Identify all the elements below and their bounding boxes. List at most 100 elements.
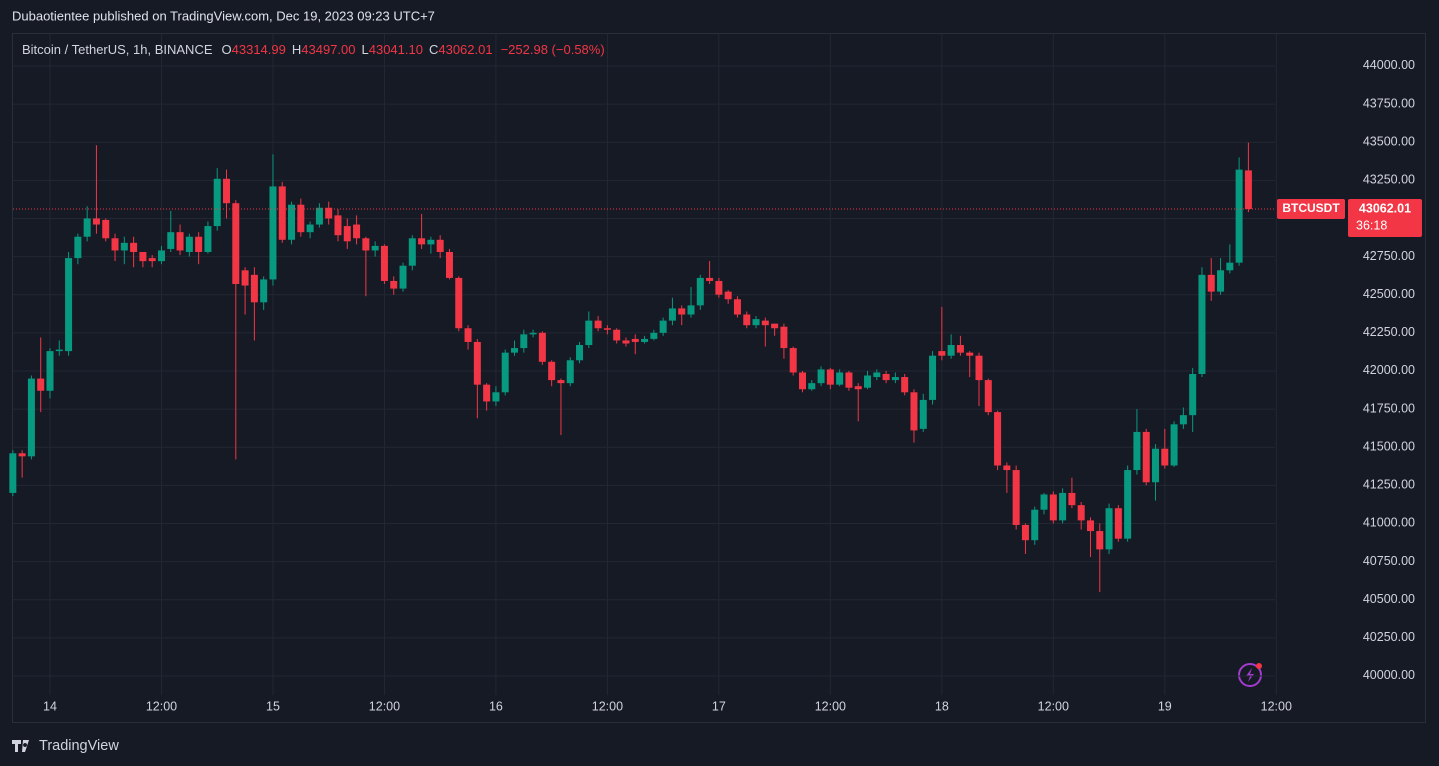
candle-body (195, 236, 203, 252)
candle-body (687, 305, 695, 315)
candle-body (771, 323, 779, 329)
y-tick-label: 41000.00 (1363, 516, 1415, 530)
candle-body (399, 265, 407, 289)
y-tick-label: 40250.00 (1363, 630, 1415, 644)
candle-body (297, 204, 305, 233)
candle-body (148, 258, 156, 262)
candle-body (1170, 424, 1178, 466)
candle-body (464, 328, 472, 342)
lightning-icon[interactable] (1238, 663, 1262, 687)
candle-body (1003, 465, 1011, 471)
icon-ring (1238, 663, 1262, 687)
brand-name: TradingView (39, 738, 119, 754)
legend-title: Bitcoin / TetherUS, 1h, BINANCE (22, 42, 213, 57)
legend-key: H (292, 42, 301, 57)
x-tick-label: 12:00 (1038, 699, 1069, 713)
candle-body (566, 360, 574, 384)
candle-body (269, 186, 277, 280)
candle-body (994, 412, 1002, 466)
candle-body (1161, 448, 1169, 466)
y-tick-label: 43500.00 (1363, 134, 1415, 148)
symbol-label: BTCUSDT (1282, 201, 1340, 215)
candle-body (55, 349, 63, 352)
candle-body (427, 239, 435, 245)
brand-logo: TradingView (12, 738, 119, 754)
candle-body (873, 372, 881, 378)
candle-body (455, 277, 463, 329)
candle-body (1152, 448, 1160, 483)
icon-bolt (1246, 668, 1254, 682)
candle-body (594, 320, 602, 329)
candle-body (891, 377, 899, 381)
candle-body (362, 238, 370, 251)
candle-body (780, 326, 788, 349)
candle-body (1133, 431, 1141, 471)
candle-body (715, 280, 723, 295)
candle-body (826, 369, 834, 385)
y-tick-label: 41250.00 (1363, 478, 1415, 492)
candle-body (111, 238, 119, 251)
candle-body (1179, 415, 1187, 425)
y-tick-label: 41500.00 (1363, 439, 1415, 453)
x-tick-label: 16 (489, 699, 503, 713)
candle-body (436, 239, 444, 252)
candle-body (157, 250, 165, 262)
y-tick-label: 40000.00 (1363, 668, 1415, 682)
candle-body (761, 320, 769, 326)
candle-body (1086, 520, 1094, 532)
candle-body (650, 332, 658, 339)
ohlc-legend: Bitcoin / TetherUS, 1h, BINANCE O43314.99… (22, 42, 605, 57)
candle-body (92, 218, 100, 225)
legend-key: O (222, 42, 232, 57)
candle-body (1021, 524, 1029, 541)
candle-body (984, 380, 992, 413)
candle-body (548, 361, 556, 381)
candle-body (1198, 274, 1206, 374)
candle-body (752, 319, 760, 326)
candle-body (733, 299, 741, 315)
candle-body (1226, 262, 1234, 271)
symbol-label-box (1277, 198, 1345, 219)
candle-body (659, 320, 667, 333)
candle-body (371, 245, 379, 251)
candle-body (1105, 508, 1113, 550)
candle-body (836, 372, 844, 385)
candle-body (706, 277, 714, 281)
candle-body (817, 369, 825, 384)
chart-frame (12, 33, 1426, 723)
candle-body (492, 392, 500, 402)
legend-value: 43062.01 (438, 42, 492, 57)
candle-body (232, 203, 240, 285)
candle-body (845, 372, 853, 388)
candle-body (1077, 505, 1085, 521)
candle-body (334, 215, 342, 236)
candle-body (501, 352, 509, 393)
candle-body (585, 320, 593, 346)
x-tick-label: 14 (43, 699, 57, 713)
candle-body (1059, 492, 1067, 521)
candle-body (315, 207, 323, 225)
candle-body (120, 242, 128, 251)
candle-body (1124, 470, 1132, 539)
candle-body (213, 178, 221, 227)
candle-body (278, 186, 286, 240)
candle-body (1207, 274, 1215, 292)
y-tick-label: 42250.00 (1363, 325, 1415, 339)
candle-body (102, 219, 110, 239)
candle-body (204, 226, 212, 252)
candle-body (9, 453, 17, 493)
y-tick-label: 42000.00 (1363, 363, 1415, 377)
publisher-line: Dubaotientee published on TradingView.co… (12, 8, 435, 23)
candle-body (603, 328, 611, 330)
candle-body (854, 386, 862, 390)
y-tick-label: 44000.00 (1363, 58, 1415, 72)
candle-body (882, 373, 890, 381)
candle-body (306, 224, 314, 233)
candle-body (1244, 170, 1252, 209)
candle-body (1189, 373, 1197, 416)
candle-body (176, 232, 184, 251)
candle-body (864, 375, 872, 388)
candle-body (808, 383, 816, 390)
y-tick-label: 42750.00 (1363, 249, 1415, 263)
